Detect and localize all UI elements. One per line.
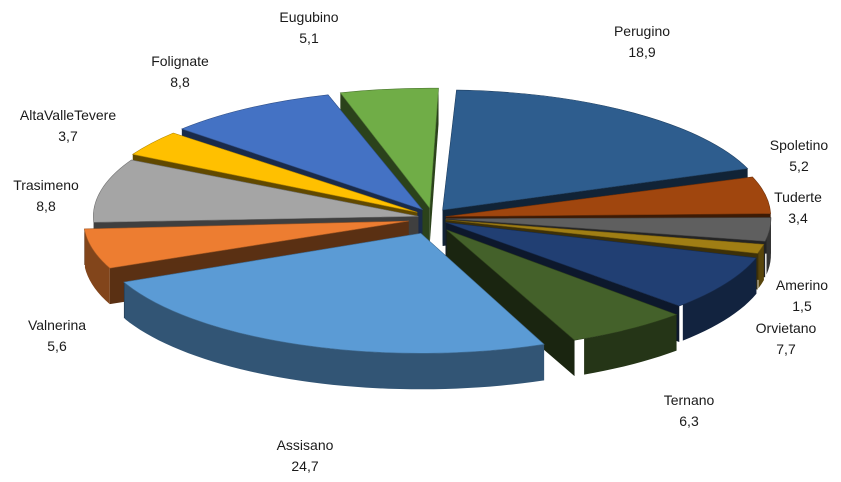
slice-label-value: 6,3	[679, 413, 699, 429]
slice-label-perugino: Perugino 18,9	[614, 23, 670, 60]
slice-label-value: 7,7	[776, 341, 796, 357]
slice-label-value: 5,1	[299, 30, 319, 46]
slice-tops-layer	[84, 87, 772, 354]
slice-rim-assisano	[124, 282, 545, 390]
slice-label-trasimeno: Trasimeno 8,8	[13, 177, 79, 214]
slice-rim-orvietano	[682, 257, 757, 341]
slice-label-name: Spoletino	[770, 137, 829, 153]
slice-label-name: Eugubino	[279, 9, 338, 25]
slice-label-value: 18,9	[628, 44, 655, 60]
slice-orvietano	[445, 222, 757, 307]
slice-label-name: Orvietano	[756, 320, 817, 336]
slice-label-value: 5,6	[47, 338, 67, 354]
slice-rim-tuderte	[766, 217, 771, 275]
slice-label-value: 1,5	[792, 298, 812, 314]
slice-label-altavalletevere: AltaValleTevere 3,7	[20, 107, 116, 144]
slice-amerino	[445, 219, 765, 254]
slice-cut-face-eugubino	[429, 88, 439, 245]
slice-assisano	[123, 232, 545, 354]
slice-trasimeno	[93, 159, 419, 223]
slice-label-name: Tuderte	[774, 189, 822, 205]
slice-label-name: AltaValleTevere	[20, 107, 116, 123]
slice-label-eugubino: Eugubino 5,1	[279, 9, 338, 46]
slice-rim-ternano	[584, 314, 677, 375]
slice-label-assisano: Assisano 24,7	[277, 437, 334, 474]
slice-rim-amerino	[758, 244, 764, 289]
slice-label-spoletino: Spoletino 5,2	[770, 137, 829, 174]
slice-label-name: Folignate	[151, 53, 209, 69]
slice-tuderte	[445, 217, 772, 242]
slice-label-amerino: Amerino 1,5	[776, 277, 828, 314]
slice-label-name: Assisano	[277, 437, 334, 453]
slice-eugubino	[339, 87, 439, 209]
slice-altavalletevere	[131, 132, 418, 213]
slice-label-name: Amerino	[776, 277, 828, 293]
slice-label-tuderte: Tuderte 3,4	[774, 189, 822, 226]
slice-label-value: 3,4	[788, 210, 808, 226]
slice-label-valnerina: Valnerina 5,6	[28, 317, 86, 354]
slice-label-value: 8,8	[36, 198, 56, 214]
slice-label-orvietano: Orvietano 7,7	[756, 320, 817, 357]
slice-label-value: 3,7	[58, 128, 78, 144]
slice-label-value: 8,8	[170, 74, 190, 90]
slice-spoletino	[445, 176, 771, 217]
slice-cut-face-ternano	[446, 229, 575, 377]
slice-label-name: Trasimeno	[13, 177, 79, 193]
slice-folignate	[180, 94, 424, 211]
slice-label-ternano: Ternano 6,3	[664, 392, 715, 429]
slice-label-name: Valnerina	[28, 317, 86, 333]
slice-label-value: 24,7	[291, 458, 318, 474]
slice-label-folignate: Folignate 8,8	[151, 53, 209, 90]
slice-label-value: 5,2	[789, 158, 809, 174]
slice-label-name: Perugino	[614, 23, 670, 39]
slice-valnerina	[84, 220, 409, 269]
slice-perugino	[442, 89, 749, 211]
slice-rim-valnerina	[84, 231, 110, 305]
slice-ternano	[446, 229, 678, 341]
slice-labels-layer: Perugino 18,9 Spoletino 5,2 Tuderte 3,4 Amerin…	[13, 9, 828, 474]
slice-label-name: Ternano	[664, 392, 715, 408]
